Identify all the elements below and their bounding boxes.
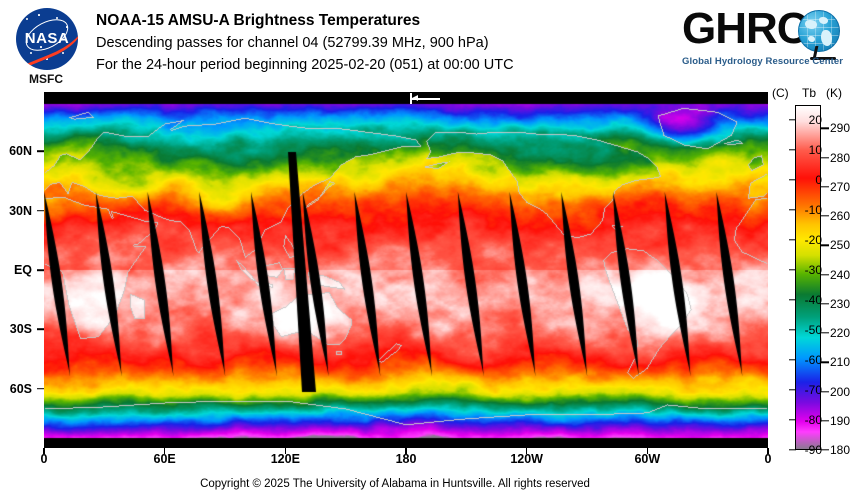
y-axis-tick-label: 60S [9,381,32,396]
x-axis-tick-mark [767,448,769,454]
colorbar-kelvin-tick-mark [821,390,829,393]
x-axis-tick-label: 120W [510,452,543,466]
colorbar-celsius-tick-label: 0 [815,173,822,187]
globe-base-icon [810,57,836,60]
y-axis-tick-mark [37,150,44,153]
x-axis-tick-mark [43,448,45,454]
y-axis-tick-mark [37,387,44,390]
copyright-text: Copyright © 2025 The University of Alaba… [200,478,590,490]
colorbar-variable-name: Tb [802,86,817,100]
colorbar-kelvin-tick-label: 250 [830,238,851,253]
colorbar-celsius-tick-mark [789,119,796,121]
colorbar-celsius-tick-mark [789,359,796,361]
y-axis-tick-mark [37,209,44,212]
colorbar-celsius-tick-label: 10 [808,143,822,157]
y-axis-tick-label: EQ [13,263,32,277]
colorbar-kelvin-tick-mark [821,156,829,159]
colorbar-celsius-tick-mark [789,239,796,241]
colorbar-kelvin-tick-mark [821,303,829,305]
colorbar-celsius-tick-label: -50 [804,323,822,337]
colorbar-celsius-tick-mark [789,299,796,301]
x-axis-tick-mark [646,448,649,454]
brightness-temperature-map[interactable] [44,92,768,448]
colorbar-kelvin-tick-label: 200 [830,384,851,399]
y-axis-tick-label: 30N [9,203,32,218]
colorbar-kelvin-tick-label: 290 [830,121,851,136]
left-arrow-marker-icon [410,93,440,104]
colorbar-kelvin-tick-mark [821,449,829,451]
ghrc-logo: GHRC Global Hydrology Resource Center [682,4,844,80]
nasa-center-label: MSFC [29,72,63,86]
colorbar-celsius-tick-label: 20 [808,113,822,127]
x-axis-tick-label: 60E [153,452,176,466]
y-axis-tick-mark [37,328,44,331]
map-raster [44,92,768,448]
colorbar-celsius-tick-label: -30 [804,263,822,277]
x-axis-tick-mark [405,448,407,454]
ghrc-wordmark: GHRC [682,4,809,53]
colorbar-kelvin-tick-label: 260 [830,209,851,224]
colorbar-gradient [795,105,821,450]
colorbar-kelvin-tick-mark [821,244,829,247]
colorbar-celsius-tick-label: -60 [804,353,822,367]
colorbar-kelvin-tick-mark [821,420,829,422]
colorbar[interactable] [795,105,825,450]
colorbar-celsius-tick-mark [789,209,796,211]
ghrc-subtitle: Global Hydrology Resource Center [682,56,844,67]
colorbar-celsius-tick-label: -70 [804,383,822,397]
x-axis-tick-mark [163,448,166,454]
nasa-logo: NASA MSFC [10,8,82,88]
colorbar-celsius-tick-label: -80 [804,413,822,427]
colorbar-kelvin-tick-mark [821,215,829,217]
colorbar-kelvin-tick-label: 180 [830,443,851,457]
colorbar-kelvin-tick-label: 190 [830,413,851,428]
nasa-wordmark: NASA [24,30,70,47]
x-axis-tick-label: 0 [764,452,772,466]
page-title: NOAA-15 AMSU-A Brightness Temperatures [96,12,421,29]
x-axis-tick-label: 60W [634,452,661,466]
x-axis-tick-label: 180 [395,452,417,466]
colorbar-celsius-unit: (C) [772,86,789,100]
colorbar-celsius-tick-mark [789,329,796,331]
page-subtitle-channel: Descending passes for channel 04 (52799.… [96,35,489,51]
colorbar-kelvin-tick-mark [821,273,829,276]
page-subtitle-period: For the 24-hour period beginning 2025-02… [96,57,514,73]
colorbar-kelvin-tick-label: 240 [830,267,851,282]
colorbar-kelvin-tick-mark [821,332,829,334]
colorbar-celsius-tick-mark [789,389,796,391]
x-axis-tick-label: 0 [40,452,48,466]
y-axis-tick-label: 60N [9,144,32,159]
colorbar-celsius-tick-mark [789,149,796,151]
colorbar-celsius-tick-label: -90 [804,443,822,457]
nasa-meatball-icon: NASA [16,8,78,70]
colorbar-kelvin-tick-mark [821,361,829,363]
colorbar-celsius-tick-label: -40 [804,293,822,307]
x-axis-tick-label: 120E [270,452,300,466]
colorbar-celsius-tick-mark [789,179,796,181]
y-axis-tick-label: 30S [9,322,32,337]
x-axis-tick-mark [284,448,287,454]
colorbar-kelvin-tick-label: 210 [830,355,851,370]
colorbar-kelvin-tick-mark [821,127,829,130]
colorbar-kelvin-tick-label: 270 [830,179,851,194]
colorbar-celsius-tick-mark [789,269,796,271]
colorbar-kelvin-tick-label: 220 [830,326,851,341]
colorbar-celsius-tick-mark [789,449,796,451]
x-axis-tick-mark [525,448,528,454]
y-axis-tick-mark [37,269,44,271]
colorbar-celsius-tick-label: -20 [804,233,822,247]
title-block: NOAA-15 AMSU-A Brightness Temperatures D… [96,10,696,76]
globe-icon [798,10,840,52]
colorbar-celsius-tick-mark [789,419,796,421]
colorbar-kelvin-tick-mark [821,186,829,188]
colorbar-kelvin-tick-label: 230 [830,296,851,311]
colorbar-kelvin-unit: (K) [826,86,842,100]
colorbar-kelvin-tick-label: 280 [830,150,851,165]
colorbar-celsius-tick-label: -10 [804,203,822,217]
